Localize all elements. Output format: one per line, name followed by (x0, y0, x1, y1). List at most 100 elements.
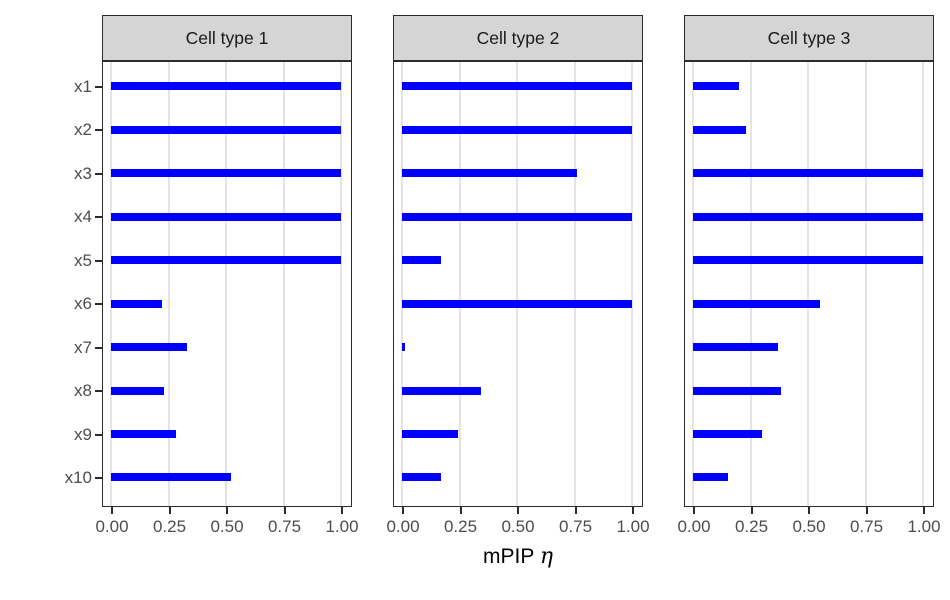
bar-x9 (402, 430, 458, 438)
gridline (401, 62, 404, 506)
y-axis-label-x5: x5 (74, 250, 92, 270)
gridline (282, 62, 285, 506)
bar-x8 (111, 386, 165, 395)
eta-symbol: η (539, 544, 553, 569)
y-tick-mark (95, 129, 102, 132)
bar-x7 (402, 343, 405, 352)
bar-x1 (693, 82, 740, 91)
y-axis-label-x4: x4 (74, 207, 92, 227)
facet-strip-1: Cell type 1 (102, 15, 352, 61)
bar-x9 (693, 430, 763, 438)
bar-x3 (693, 169, 924, 178)
x-tick-mark (923, 507, 925, 514)
bar-x4 (402, 212, 633, 221)
y-axis-label-x3: x3 (74, 163, 92, 183)
bar-x3 (402, 169, 578, 178)
x-tick-mark (750, 507, 753, 514)
x-tick-mark (693, 507, 695, 514)
y-tick-mark (95, 172, 102, 175)
bar-x8 (402, 386, 481, 395)
bar-x5 (693, 256, 924, 265)
y-axis-label-x6: x6 (74, 294, 92, 314)
x-tick-mark (632, 507, 634, 514)
x-tick-label: 0.50 (792, 517, 826, 536)
y-axis-label-x1: x1 (74, 77, 92, 96)
facet-panel-2 (393, 61, 643, 507)
gridline (864, 62, 867, 506)
y-tick-mark (95, 390, 102, 393)
x-tick-label: 1.00 (325, 517, 359, 536)
facet-strip-3: Cell type 3 (684, 15, 934, 61)
x-tick-label: 1.00 (907, 517, 941, 536)
y-tick-mark (95, 433, 102, 436)
x-tick-label: 0.00 (386, 517, 420, 536)
gridline (225, 62, 228, 506)
facet-strip-2: Cell type 2 (393, 15, 643, 61)
bar-x3 (111, 169, 342, 178)
gridline (692, 62, 695, 506)
x-tick-mark (226, 507, 228, 514)
bar-x6 (402, 299, 633, 308)
x-tick-mark (574, 507, 577, 514)
gridline (631, 62, 634, 506)
y-axis-label-x8: x8 (74, 381, 92, 401)
y-axis-label-x9: x9 (74, 424, 92, 444)
x-tick-mark (283, 507, 286, 514)
bar-x7 (693, 343, 779, 352)
facet-panel-3 (684, 61, 934, 507)
bar-x1 (111, 82, 342, 91)
x-tick-label: 0.25 (152, 517, 187, 536)
bar-x7 (111, 343, 188, 352)
gridline (458, 62, 461, 506)
facet-strip-label: Cell type 1 (185, 27, 269, 48)
bar-x6 (111, 299, 162, 308)
x-tick-mark (459, 507, 462, 514)
y-axis-label-x10: x10 (64, 468, 92, 488)
x-tick-label: 0.75 (849, 517, 884, 536)
bar-x4 (693, 212, 924, 221)
x-tick-mark (517, 507, 519, 514)
gridline (922, 62, 925, 506)
facet-panel-1 (102, 61, 352, 507)
x-tick-mark (402, 507, 404, 514)
gridline (749, 62, 752, 506)
y-tick-mark (95, 303, 102, 306)
bar-x2 (693, 125, 747, 134)
bar-x4 (111, 212, 342, 221)
bar-x10 (693, 473, 728, 482)
x-axis-title: mPIP η (102, 544, 934, 569)
x-tick-label: 0.50 (501, 517, 535, 536)
bar-x6 (693, 299, 820, 308)
x-tick-mark (168, 507, 171, 514)
y-tick-mark (95, 216, 102, 219)
bar-x5 (402, 256, 442, 265)
x-tick-label: 0.00 (677, 517, 711, 536)
y-tick-mark (95, 86, 102, 88)
x-tick-label: 0.25 (734, 517, 769, 536)
x-axis-title-text: mPIP (483, 545, 534, 568)
bar-x5 (111, 256, 342, 265)
gridline (807, 62, 810, 506)
bar-x8 (693, 386, 781, 395)
facet-strip-label: Cell type 2 (476, 27, 560, 48)
gridline (110, 62, 113, 506)
bar-x9 (111, 430, 176, 438)
facet-strip-label: Cell type 3 (767, 27, 851, 48)
y-tick-mark (95, 477, 102, 480)
y-tick-mark (95, 346, 102, 349)
gridline (516, 62, 519, 506)
bar-x10 (111, 473, 231, 482)
x-tick-mark (341, 507, 343, 514)
bar-x2 (111, 125, 342, 134)
x-tick-label: 0.25 (443, 517, 478, 536)
y-axis-label-x2: x2 (74, 120, 92, 140)
bar-x1 (402, 82, 633, 91)
bar-x10 (402, 473, 442, 482)
gridline (573, 62, 576, 506)
x-tick-label: 1.00 (616, 517, 650, 536)
bar-x2 (402, 125, 633, 134)
x-tick-label: 0.75 (267, 517, 302, 536)
y-axis-label-x7: x7 (74, 337, 92, 357)
x-tick-label: 0.75 (558, 517, 593, 536)
